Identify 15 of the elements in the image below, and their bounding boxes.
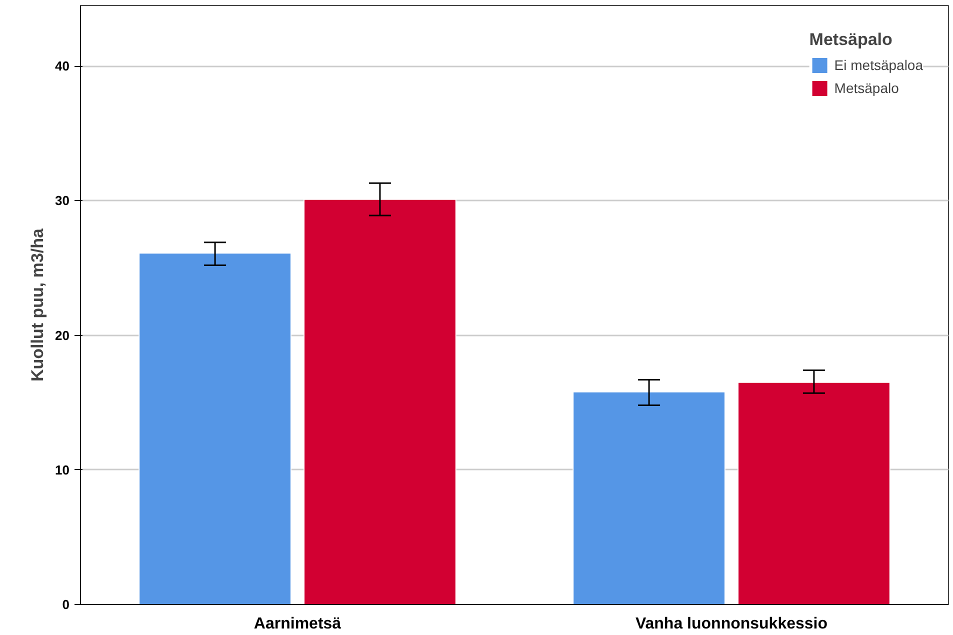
bar (304, 198, 456, 604)
bar (738, 382, 890, 604)
x-tick-label: Aarnimetsä (254, 616, 342, 632)
y-tick-label: 10 (55, 462, 70, 478)
y-tick-label: 0 (62, 597, 70, 612)
y-tick-label: 40 (55, 58, 70, 74)
y-tick-label: 30 (55, 193, 70, 208)
x-tick-label: Vanha luonnonsukkessio (635, 616, 828, 632)
y-tick-label: 20 (55, 328, 70, 343)
y-axis-title: Kuollut puu, m3/ha (28, 228, 48, 382)
legend-label: Metsäpalo (834, 80, 899, 96)
bar (138, 252, 292, 604)
bar (572, 391, 726, 604)
legend-title: Metsäpalo (809, 30, 894, 50)
legend-label: Ei metsäpaloa (834, 57, 923, 73)
